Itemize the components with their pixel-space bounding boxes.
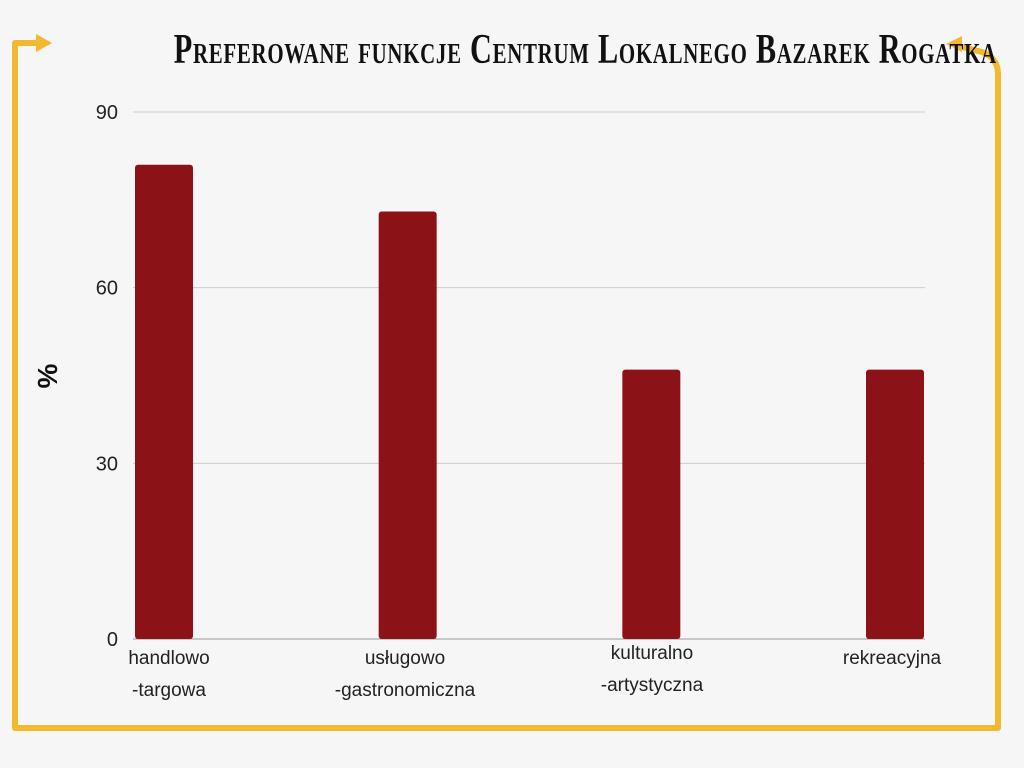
arrow-left-icon <box>946 36 962 52</box>
category-label: handlowo <box>128 648 209 669</box>
y-tick-label: 0 <box>107 629 118 651</box>
y-tick-label: 60 <box>96 278 118 300</box>
bar <box>378 211 437 640</box>
category-label: usługowo <box>365 648 445 669</box>
category-labels: handlowo -targowa usługowo -gastronomiczna k… <box>128 643 941 701</box>
y-tick-label: 30 <box>96 453 118 475</box>
category-label: -gastronomiczna <box>335 680 476 701</box>
grid-lines <box>133 111 925 640</box>
category-label: -artystyczna <box>601 675 704 696</box>
category-label: -targowa <box>132 680 206 701</box>
category-label: rekreacyjna <box>843 648 942 669</box>
y-tick-labels: 0 30 60 90 <box>96 102 118 651</box>
category-label: kulturalno <box>611 643 693 664</box>
bar <box>135 164 193 639</box>
bar <box>866 369 924 639</box>
bars <box>135 164 924 640</box>
arrow-right-icon <box>36 34 52 52</box>
y-tick-label: 90 <box>96 102 118 124</box>
y-axis-label: % <box>32 363 63 388</box>
bar <box>622 369 681 639</box>
